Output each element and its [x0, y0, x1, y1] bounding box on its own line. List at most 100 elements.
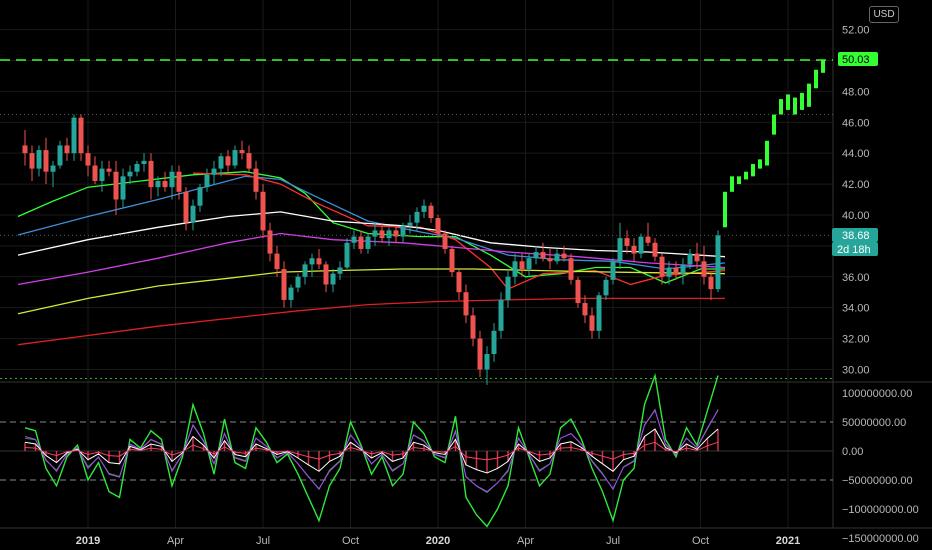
oscillator-tick-label: −150000000.00: [842, 533, 919, 545]
candle-body: [379, 230, 385, 239]
candle-body: [71, 117, 77, 154]
candle-body: [127, 171, 133, 177]
candle-body: [652, 242, 658, 257]
time-tick-label: 2021: [776, 535, 800, 547]
projection-bar: [723, 191, 727, 228]
oscillator-pane: [0, 372, 833, 528]
last-price-badge: [832, 228, 878, 242]
candle-body: [330, 273, 336, 285]
candle-body: [708, 276, 714, 290]
oscillator-tick-label: 0.00: [842, 446, 863, 458]
candle-body: [414, 211, 420, 223]
candle-body: [211, 168, 217, 175]
moving-average-line: [17, 268, 726, 315]
candle-body: [22, 145, 28, 154]
candle-body: [316, 258, 322, 265]
candle-body: [99, 168, 105, 181]
projection-bar: [730, 176, 734, 192]
price-tick-label: 46.00: [842, 117, 870, 129]
candle-body: [603, 279, 609, 296]
candle-body: [141, 160, 147, 164]
candle-body: [645, 236, 651, 243]
moving-average-line: [192, 172, 726, 290]
oscillator-line: [24, 428, 719, 474]
candle-body: [631, 245, 637, 254]
countdown-label: 2d 18h: [837, 244, 871, 256]
candle-body: [78, 117, 84, 154]
price-tick-label: 32.00: [842, 334, 870, 346]
candle-body: [162, 180, 168, 188]
candle-body: [281, 269, 287, 300]
candle-body: [29, 153, 35, 169]
candle-body: [456, 272, 462, 293]
oscillator-tick-label: 100000000.00: [842, 388, 912, 400]
oscillator-tick-label: −50000000.00: [842, 475, 913, 487]
candle-body: [239, 150, 245, 154]
candle-body: [288, 287, 294, 300]
candle-body: [610, 261, 616, 280]
candle-body: [484, 354, 490, 370]
candle-body: [442, 233, 448, 249]
oscillator-tick-label: −100000000.00: [842, 504, 919, 516]
projection-bar: [772, 114, 776, 135]
time-tick-label: Apr: [167, 535, 184, 547]
candle-body: [526, 258, 532, 270]
price-badges: 50.03 38.68 2d 18h: [832, 52, 878, 256]
candle-body: [50, 165, 56, 172]
candle-body: [575, 279, 581, 304]
candle-body: [176, 171, 182, 192]
price-tick-label: 40.00: [842, 210, 870, 222]
price-tick-label: 42.00: [842, 179, 870, 191]
projection-bar: [786, 94, 790, 110]
time-tick-label: Jul: [256, 535, 270, 547]
oscillator-line: [24, 372, 719, 528]
candle-body: [372, 230, 378, 237]
candle-body: [582, 303, 588, 316]
candle-body: [477, 338, 483, 370]
candle-body: [393, 230, 399, 237]
candle-body: [85, 153, 91, 166]
time-tick-label: Jul: [606, 535, 620, 547]
candle-body: [435, 218, 441, 234]
time-tick-label: Apr: [517, 535, 534, 547]
candle-body: [302, 264, 308, 277]
candle-body: [148, 160, 154, 188]
price-candles: [22, 114, 721, 385]
candle-body: [120, 176, 126, 200]
target-price-badge: [838, 52, 878, 66]
candle-body: [351, 236, 357, 243]
candle-body: [204, 174, 210, 188]
candle-body: [267, 230, 273, 254]
candle-body: [295, 276, 301, 288]
candle-body: [358, 236, 364, 249]
candle-body: [64, 145, 70, 154]
candle-body: [589, 315, 595, 331]
candle-body: [309, 258, 315, 265]
target-price-label: 50.03: [842, 54, 870, 66]
candle-body: [169, 171, 175, 188]
countdown-badge: [832, 242, 878, 256]
candle-body: [617, 238, 623, 262]
candle-body: [43, 150, 49, 172]
candle-body: [666, 267, 672, 277]
candle-body: [113, 171, 119, 200]
candle-body: [106, 168, 112, 172]
candle-body: [274, 253, 280, 270]
projection-bar: [758, 159, 762, 169]
candle-body: [421, 205, 427, 212]
candle-body: [386, 230, 392, 239]
candle-body: [715, 235, 721, 290]
candle-body: [183, 191, 189, 223]
currency-unit-badge: USD: [869, 6, 899, 23]
candle-body: [624, 238, 630, 246]
projection-bar: [821, 60, 825, 73]
candle-body: [190, 205, 196, 223]
projection-bar: [793, 97, 797, 115]
candle-body: [505, 276, 511, 300]
candle-body: [337, 267, 343, 274]
candle-body: [449, 248, 455, 273]
projection-bars: [723, 60, 825, 228]
candle-body: [36, 150, 42, 169]
candle-body: [680, 264, 686, 274]
